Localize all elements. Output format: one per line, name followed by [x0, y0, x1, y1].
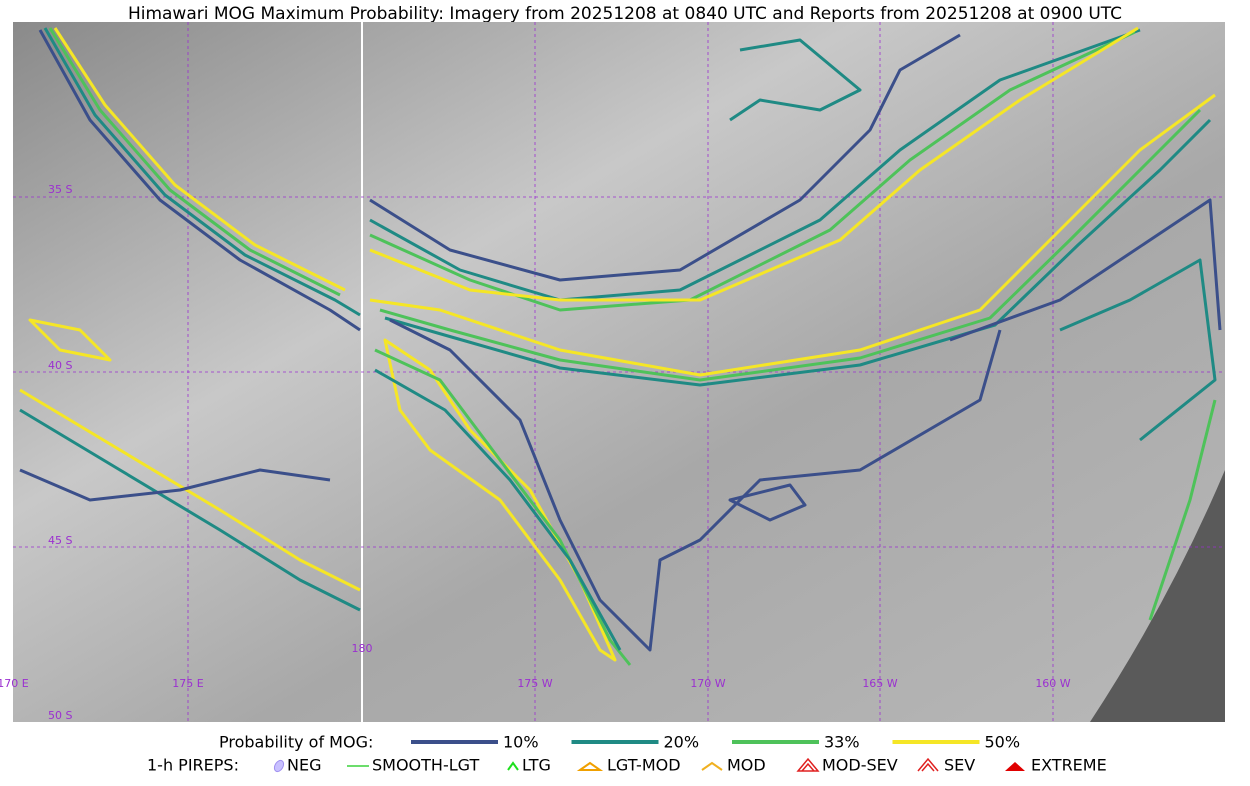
- title: Himawari MOG Maximum Probability: Imager…: [128, 4, 1122, 24]
- lat-label: 50 S: [48, 709, 72, 722]
- legend: Probability of MOG: 1-h PIREPS: 10% 20% 33…: [147, 733, 1107, 775]
- lon-label: 175 E: [172, 677, 203, 690]
- legend-label: LGT-MOD: [607, 756, 681, 775]
- lon-labels: 170 E 175 E 180 175 W 170 W 165 W 160 W: [0, 642, 1071, 690]
- legend-title: 1-h PIREPS:: [147, 756, 239, 775]
- lon-label: 170 W: [690, 677, 725, 690]
- lat-label: 35 S: [48, 183, 72, 196]
- lat-label: 45 S: [48, 534, 72, 547]
- contours: [19, 26, 1222, 666]
- lon-label: 170 E: [0, 677, 29, 690]
- pirep-symbols: [273, 757, 1025, 773]
- legend-label: EXTREME: [1031, 756, 1107, 775]
- lon-label: 165 W: [862, 677, 897, 690]
- legend-label: 10%: [503, 733, 539, 752]
- lat-label: 40 S: [48, 359, 72, 372]
- legend-title: Probability of MOG:: [219, 733, 373, 752]
- legend-label: NEG: [287, 756, 321, 775]
- legend-label: 50%: [985, 733, 1021, 752]
- legend-label: LTG: [522, 756, 551, 775]
- no-data-region: [1090, 470, 1225, 722]
- legend-label: MOD-SEV: [822, 756, 898, 775]
- legend-label: 33%: [824, 733, 860, 752]
- legend-label: SMOOTH-LGT: [372, 756, 479, 775]
- lon-label: 175 W: [517, 677, 552, 690]
- map: 35 S 40 S 45 S 50 S 170 E 175 E 180 175 …: [0, 22, 1225, 722]
- graticule: [13, 22, 1225, 722]
- lon-label: 180: [352, 642, 373, 655]
- legend-label: 20%: [664, 733, 700, 752]
- legend-label: SEV: [944, 756, 975, 775]
- lat-labels: 35 S 40 S 45 S 50 S: [48, 183, 72, 722]
- legend-label: MOD: [727, 756, 766, 775]
- lon-label: 160 W: [1035, 677, 1070, 690]
